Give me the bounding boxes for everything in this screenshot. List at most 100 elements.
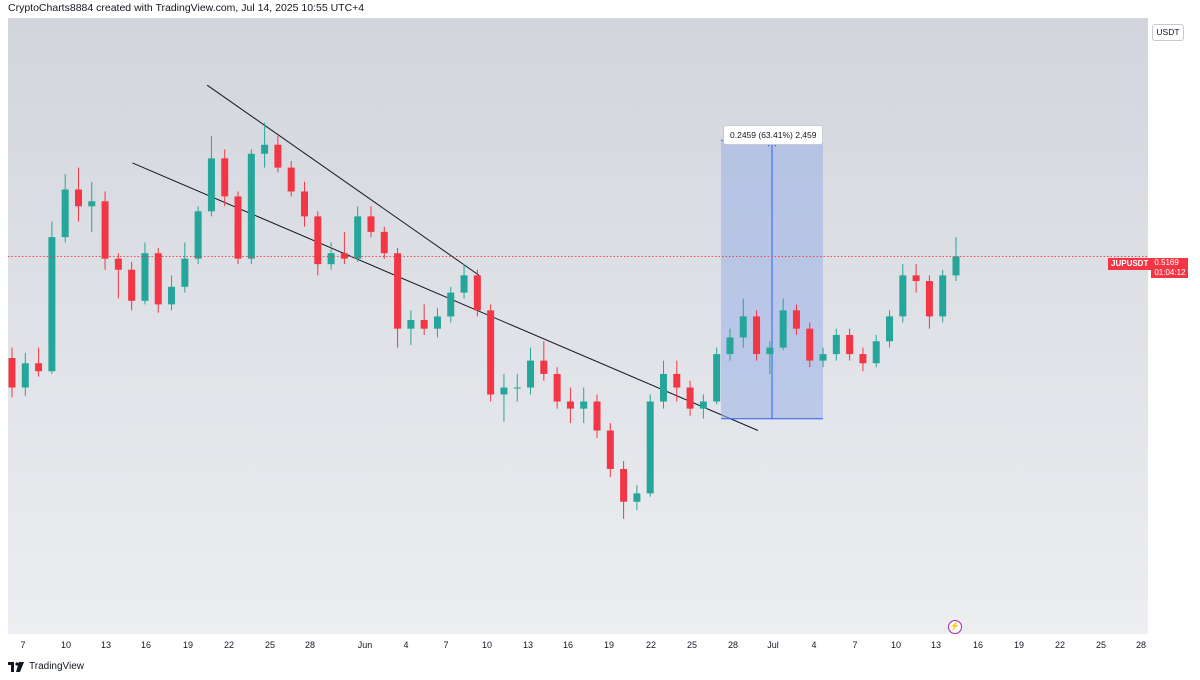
candle	[247, 149, 255, 265]
candle-body	[21, 363, 29, 388]
candle	[74, 167, 82, 222]
candle-body	[407, 320, 415, 329]
channel-line-1	[206, 84, 480, 276]
x-tick-label: 28	[728, 640, 738, 650]
candle	[620, 461, 628, 519]
candle	[301, 181, 309, 227]
candle	[659, 360, 667, 409]
candle-body	[473, 275, 481, 311]
candle-body	[420, 320, 428, 329]
candle-body	[513, 387, 521, 389]
candle	[221, 149, 229, 207]
candle-body	[659, 373, 667, 402]
candle-body	[274, 144, 282, 168]
candle	[340, 231, 348, 265]
candle-body	[114, 258, 122, 270]
candle	[806, 322, 814, 368]
measure-label: 0.2459 (63.41%) 2,459	[723, 125, 824, 145]
candle-body	[540, 360, 548, 374]
candle-body	[846, 334, 854, 355]
candle-body	[380, 231, 388, 254]
x-tick-label: 16	[141, 640, 151, 650]
candle	[726, 328, 734, 361]
candle-body	[207, 158, 215, 212]
candle-body	[779, 310, 787, 348]
candle-body	[925, 281, 933, 317]
candle-body	[301, 191, 309, 217]
candle-body	[61, 189, 69, 238]
candle	[327, 242, 335, 270]
currency-button[interactable]: USDT	[1152, 24, 1184, 41]
candle-body	[168, 286, 176, 305]
candle-body	[620, 468, 628, 502]
candle	[899, 264, 907, 323]
x-tick-label: 25	[1096, 640, 1106, 650]
lightning-icon[interactable]: ⚡	[948, 620, 962, 634]
current-price-tag: JUPUSDT 0.5169 01:04:12	[1108, 258, 1189, 278]
candle-body	[8, 358, 16, 388]
candle	[606, 423, 614, 477]
candle-body	[354, 216, 362, 259]
x-tick-label: 22	[1055, 640, 1065, 650]
candle-body	[686, 387, 694, 409]
candle-body	[646, 401, 654, 494]
candle-body	[726, 337, 734, 355]
candle-body	[234, 196, 242, 259]
price-chart[interactable]: 7 10 13 16 19 22 25 28 Jun 4 7 10 13 16 19 22 25 28 Jul 4 7 1…	[8, 18, 1148, 658]
price-tag-symbol: JUPUSDT	[1108, 258, 1152, 270]
x-tick-label: Jul	[767, 640, 779, 650]
candle-body	[606, 430, 614, 469]
candle	[487, 304, 495, 402]
candle	[8, 347, 16, 398]
candle	[633, 485, 641, 511]
candle	[314, 211, 322, 276]
candle	[154, 247, 162, 313]
x-tick-label: 10	[482, 640, 492, 650]
x-tick-label: 22	[224, 640, 234, 650]
x-tick-label: 16	[563, 640, 573, 650]
candle	[128, 261, 136, 311]
candle	[274, 135, 282, 173]
candle	[394, 247, 402, 348]
candle-body	[527, 360, 535, 388]
candle	[540, 341, 548, 381]
price-tag-price: 0.5169	[1154, 258, 1179, 267]
candle-body	[500, 387, 508, 395]
candle	[48, 221, 56, 374]
candle	[447, 286, 455, 323]
candle	[420, 304, 428, 335]
candle-body	[859, 354, 867, 364]
candle-body	[580, 401, 588, 409]
candle	[207, 135, 215, 217]
candle	[21, 352, 29, 396]
candle-body	[806, 328, 814, 361]
x-tick-label: 13	[523, 640, 533, 650]
candle	[886, 310, 894, 348]
candle-body	[261, 144, 269, 154]
candle-body	[939, 275, 947, 317]
candle-body	[128, 269, 136, 301]
footer-brand: TradingView	[29, 661, 85, 672]
candle	[952, 237, 960, 282]
candle-body	[952, 256, 960, 276]
measure-tool[interactable]	[721, 139, 823, 420]
chart-canvas[interactable]: 7 10 13 16 19 22 25 28 Jun 4 7 10 13 16 19 22 25 28 Jul 4 7 1…	[8, 18, 1148, 658]
candle-body	[566, 401, 574, 409]
x-tick-label: 19	[604, 640, 614, 650]
candle	[566, 387, 574, 424]
x-tick-label: 25	[687, 640, 697, 650]
candle-body	[367, 216, 375, 232]
candle	[380, 226, 388, 259]
candle	[580, 387, 588, 424]
candle-body	[872, 341, 880, 364]
candle	[553, 367, 561, 409]
candle	[261, 122, 269, 168]
x-tick-label: Jun	[358, 640, 373, 650]
x-axis-panel	[8, 634, 1148, 658]
candle-body	[739, 316, 747, 338]
candle	[354, 206, 362, 262]
candle-body	[394, 253, 402, 329]
x-tick-label: 25	[265, 640, 275, 650]
candle	[699, 394, 707, 419]
candle-body	[633, 493, 641, 502]
